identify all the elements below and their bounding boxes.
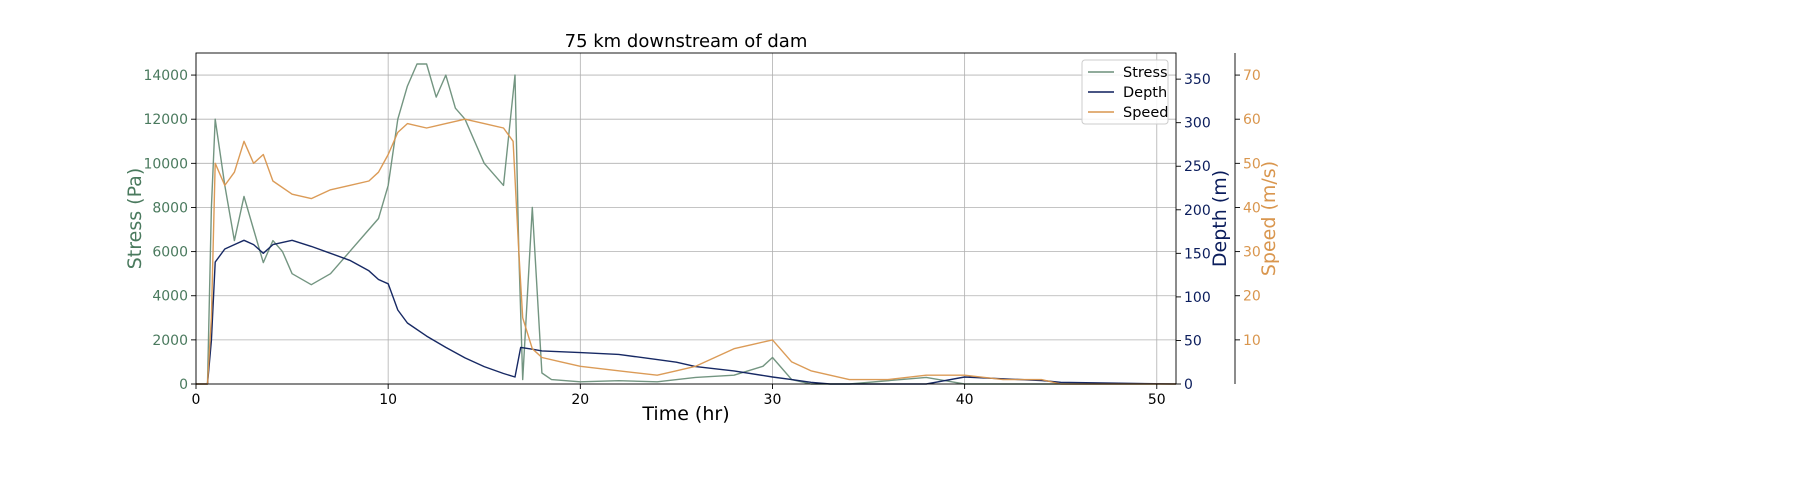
grid — [195, 53, 1176, 385]
y-tick-label-stress: 8000 — [152, 200, 188, 216]
series-line-speed — [196, 118, 1176, 385]
y-tick-label-depth: 350 — [1184, 72, 1211, 88]
legend-label-depth: Depth — [1123, 85, 1167, 101]
y-tick-label-speed: 10 — [1243, 333, 1261, 349]
y-tick-label-stress: 0 — [179, 377, 188, 393]
chart-title: 75 km downstream of dam — [565, 31, 808, 52]
y-tick-label-stress: 14000 — [143, 68, 188, 84]
series-line-stress — [196, 63, 1176, 385]
x-tick-label: 20 — [571, 392, 589, 408]
series-layer — [196, 63, 1177, 385]
y-axis-title-stress: Stress (Pa) — [124, 168, 146, 270]
y-tick-label-stress: 10000 — [143, 156, 188, 172]
y-tick-label-stress: 2000 — [152, 333, 188, 349]
legend: Stress Depth Speed — [1081, 59, 1169, 125]
y-axis-title-depth: Depth (m) — [1209, 170, 1231, 267]
y-tick-label-speed: 40 — [1243, 200, 1261, 216]
y-tick-label-depth: 200 — [1184, 203, 1211, 219]
legend-label-stress: Stress — [1123, 65, 1168, 81]
x-axis-title: Time (hr) — [641, 403, 729, 425]
y-tick-label-depth: 150 — [1184, 246, 1211, 262]
y-tick-label-stress: 6000 — [152, 245, 188, 261]
x-tick-label: 30 — [764, 392, 782, 408]
y-tick-label-depth: 100 — [1184, 290, 1211, 306]
x-tick-label: 50 — [1148, 392, 1166, 408]
legend-label-speed: Speed — [1123, 105, 1168, 121]
y-tick-label-speed: 20 — [1243, 289, 1261, 305]
y-tick-label-depth: 250 — [1184, 159, 1211, 175]
y-tick-label-stress: 4000 — [152, 289, 188, 305]
y-tick-label-depth: 300 — [1184, 116, 1211, 132]
y-tick-label-depth: 50 — [1184, 333, 1202, 349]
y-tick-label-stress: 12000 — [143, 112, 188, 128]
x-tick-label: 40 — [956, 392, 974, 408]
y-tick-label-depth: 0 — [1184, 377, 1193, 393]
legend-frame — [1081, 59, 1169, 125]
x-tick-label: 0 — [192, 392, 201, 408]
y-tick-label-speed: 70 — [1243, 68, 1261, 84]
series-line-depth — [196, 239, 1177, 385]
y-tick-label-speed: 30 — [1243, 245, 1261, 261]
y-tick-label-speed: 50 — [1243, 156, 1261, 172]
y-axis-title-speed: Speed (m/s) — [1258, 161, 1280, 276]
axes: 0 10 20 30 40 5002000400060008000100001200014… — [143, 52, 1261, 408]
y-tick-label-speed: 60 — [1243, 112, 1261, 128]
x-tick-label: 10 — [379, 392, 397, 408]
plot-frame — [195, 52, 1177, 385]
